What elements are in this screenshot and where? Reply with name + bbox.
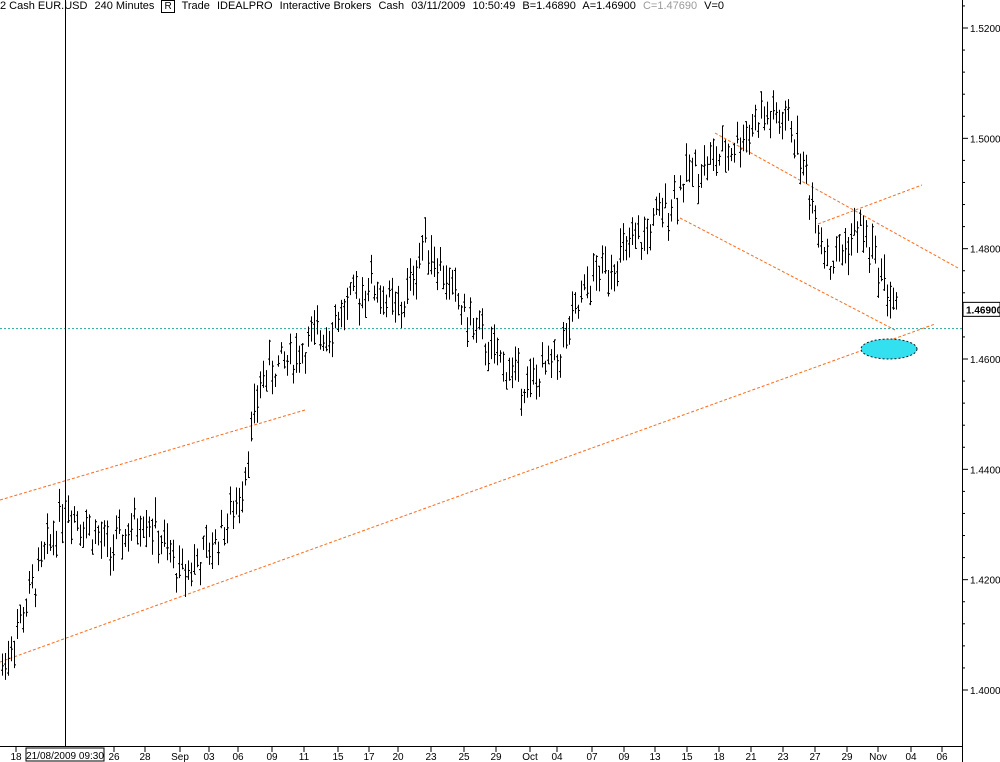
x-tick-label: 20 xyxy=(392,752,404,762)
interval-label[interactable]: 240 Minutes xyxy=(94,0,155,12)
x-tick-label: 06 xyxy=(232,752,244,762)
x-tick-label: 28 xyxy=(139,752,151,762)
x-tick-label: 18 xyxy=(10,752,22,762)
highlight-ellipse xyxy=(860,338,918,360)
y-tick-label: 1.44000 xyxy=(970,465,1000,476)
cursor-date-label: 21/08/2009 09:30 xyxy=(26,751,104,762)
y-tick-label: 1.42000 xyxy=(970,576,1000,587)
refresh-toggle[interactable]: R xyxy=(161,0,175,13)
x-tick-label: 04 xyxy=(551,752,563,762)
y-tick-label: 1.46000 xyxy=(970,355,1000,366)
current-price-box xyxy=(962,301,1000,317)
x-tick-label: 29 xyxy=(490,752,502,762)
current-price-label: 1.46900 xyxy=(966,305,1000,316)
time-label: 10:50:49 xyxy=(472,0,516,12)
x-axis: 18 26 28 Sep 03 06 09 11 15 17 20 23 25 29 Oct 04 07 09 13… xyxy=(0,746,962,762)
y-tick-label: 1.40000 xyxy=(970,686,1000,697)
x-tick-label: 03 xyxy=(203,752,215,762)
date-label: 03/11/2009 xyxy=(411,0,466,12)
trendline xyxy=(0,323,936,663)
x-tick-label: 15 xyxy=(681,752,693,762)
chart-header: 2 Cash EUR.USD 240 Minutes R Trade IDEAL… xyxy=(0,0,728,14)
x-tick-label: 06 xyxy=(936,752,948,762)
x-tick-label: 27 xyxy=(809,752,821,762)
x-tick-label: 17 xyxy=(363,752,375,762)
close-label: C=1.47690 xyxy=(642,0,698,12)
cursor-date-box xyxy=(25,747,105,762)
x-tick-label: 21 xyxy=(745,752,757,762)
x-tick-label: 18 xyxy=(713,752,725,762)
x-tick-label: 04 xyxy=(905,752,917,762)
y-tick-label: 1.48000 xyxy=(970,245,1000,256)
ohlc-bars xyxy=(1,90,898,680)
bid-label: B=1.46890 xyxy=(522,0,576,12)
x-tick-label: 23 xyxy=(777,752,789,762)
exchange-label: IDEALPRO xyxy=(216,0,273,12)
overlays xyxy=(65,0,918,746)
x-tick-label: 26 xyxy=(108,752,120,762)
y-axis: 1.40000 1.42000 1.44000 1.46000 1.48000 1.500… xyxy=(962,0,1000,762)
x-tick-label: 13 xyxy=(649,752,661,762)
y-tick-label: 1.52000 xyxy=(970,24,1000,35)
type-label: Trade xyxy=(181,0,210,12)
x-tick-label: 25 xyxy=(458,752,470,762)
ask-label: A=1.46900 xyxy=(582,0,636,12)
x-tick-label: Nov xyxy=(869,752,887,762)
x-tick-label: Sep xyxy=(171,752,189,762)
y-tick-label: 1.50000 xyxy=(970,134,1000,145)
x-tick-label: 29 xyxy=(841,752,853,762)
plot-area[interactable] xyxy=(0,14,962,746)
asset-label: Cash xyxy=(378,0,405,12)
broker-label: Interactive Brokers xyxy=(279,0,372,12)
trendlines xyxy=(0,132,962,663)
x-tick-label: 11 xyxy=(299,752,310,762)
trendline xyxy=(0,409,306,501)
x-tick-label: 15 xyxy=(332,752,344,762)
trendline xyxy=(679,217,896,331)
x-tick-label: 07 xyxy=(586,752,598,762)
trendline xyxy=(817,184,923,225)
x-tick-label: 09 xyxy=(266,752,278,762)
trendline xyxy=(714,132,959,269)
x-tick-label: 09 xyxy=(618,752,630,762)
volume-label: V=0 xyxy=(704,0,725,12)
x-tick-label: Oct xyxy=(522,752,538,762)
x-tick-label: 23 xyxy=(425,752,437,762)
